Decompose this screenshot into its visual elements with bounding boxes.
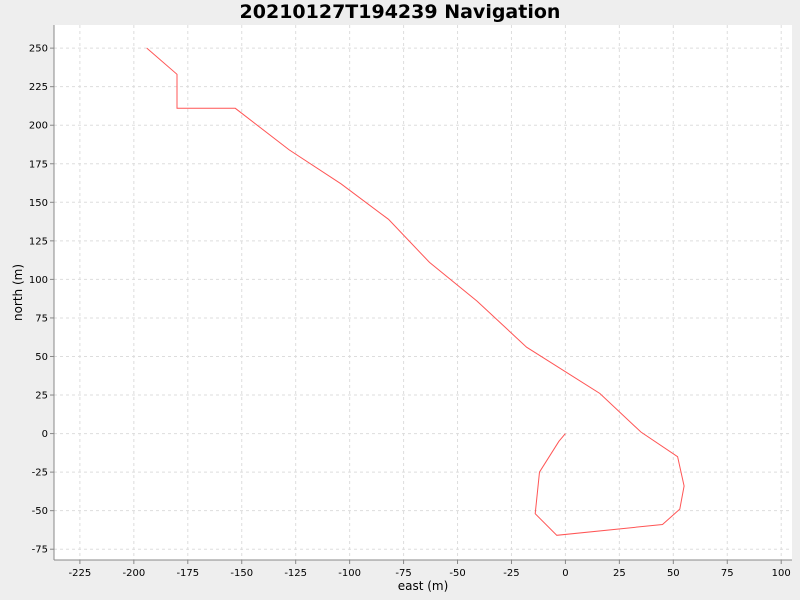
y-tick-label: 150 — [29, 198, 48, 209]
y-tick-label: 175 — [29, 159, 48, 170]
x-tick-label: 25 — [613, 568, 626, 579]
y-axis-label: north (m) — [11, 264, 25, 321]
y-tick-label: -25 — [32, 468, 48, 479]
y-tick-label: 75 — [35, 313, 48, 324]
x-axis-label: east (m) — [398, 579, 449, 593]
chart-title: 20210127T194239 Navigation — [239, 1, 561, 23]
plot-area — [54, 25, 792, 560]
y-tick-label: 50 — [35, 352, 48, 363]
x-tick-label: -75 — [395, 568, 411, 579]
x-tick-label: -100 — [338, 568, 361, 579]
y-tick-label: 125 — [29, 236, 48, 247]
x-tick-label: -200 — [122, 568, 145, 579]
y-tick-label: 0 — [42, 429, 48, 440]
y-tick-label: -50 — [32, 506, 48, 517]
x-tick-label: 0 — [562, 568, 568, 579]
y-tick-label: 25 — [35, 391, 48, 402]
y-tick-label: 250 — [29, 44, 48, 55]
y-tick-label: -75 — [32, 545, 48, 556]
x-tick-label: -175 — [176, 568, 199, 579]
x-tick-label: 100 — [772, 568, 791, 579]
x-tick-label: -50 — [449, 568, 465, 579]
series-group — [146, 47, 685, 536]
grid-lines — [54, 25, 792, 560]
y-tick-label: 100 — [29, 275, 48, 286]
x-tick-label: -225 — [69, 568, 92, 579]
x-tick-label: 75 — [721, 568, 734, 579]
x-tick-label: -125 — [284, 568, 307, 579]
x-tick-label: -25 — [503, 568, 519, 579]
y-tick-label: 200 — [29, 121, 48, 132]
tick-marks — [50, 47, 782, 564]
series-line — [146, 47, 685, 536]
x-tick-label: 50 — [667, 568, 680, 579]
y-tick-label: 225 — [29, 82, 48, 93]
x-tick-label: -150 — [230, 568, 253, 579]
axes — [53, 25, 792, 561]
